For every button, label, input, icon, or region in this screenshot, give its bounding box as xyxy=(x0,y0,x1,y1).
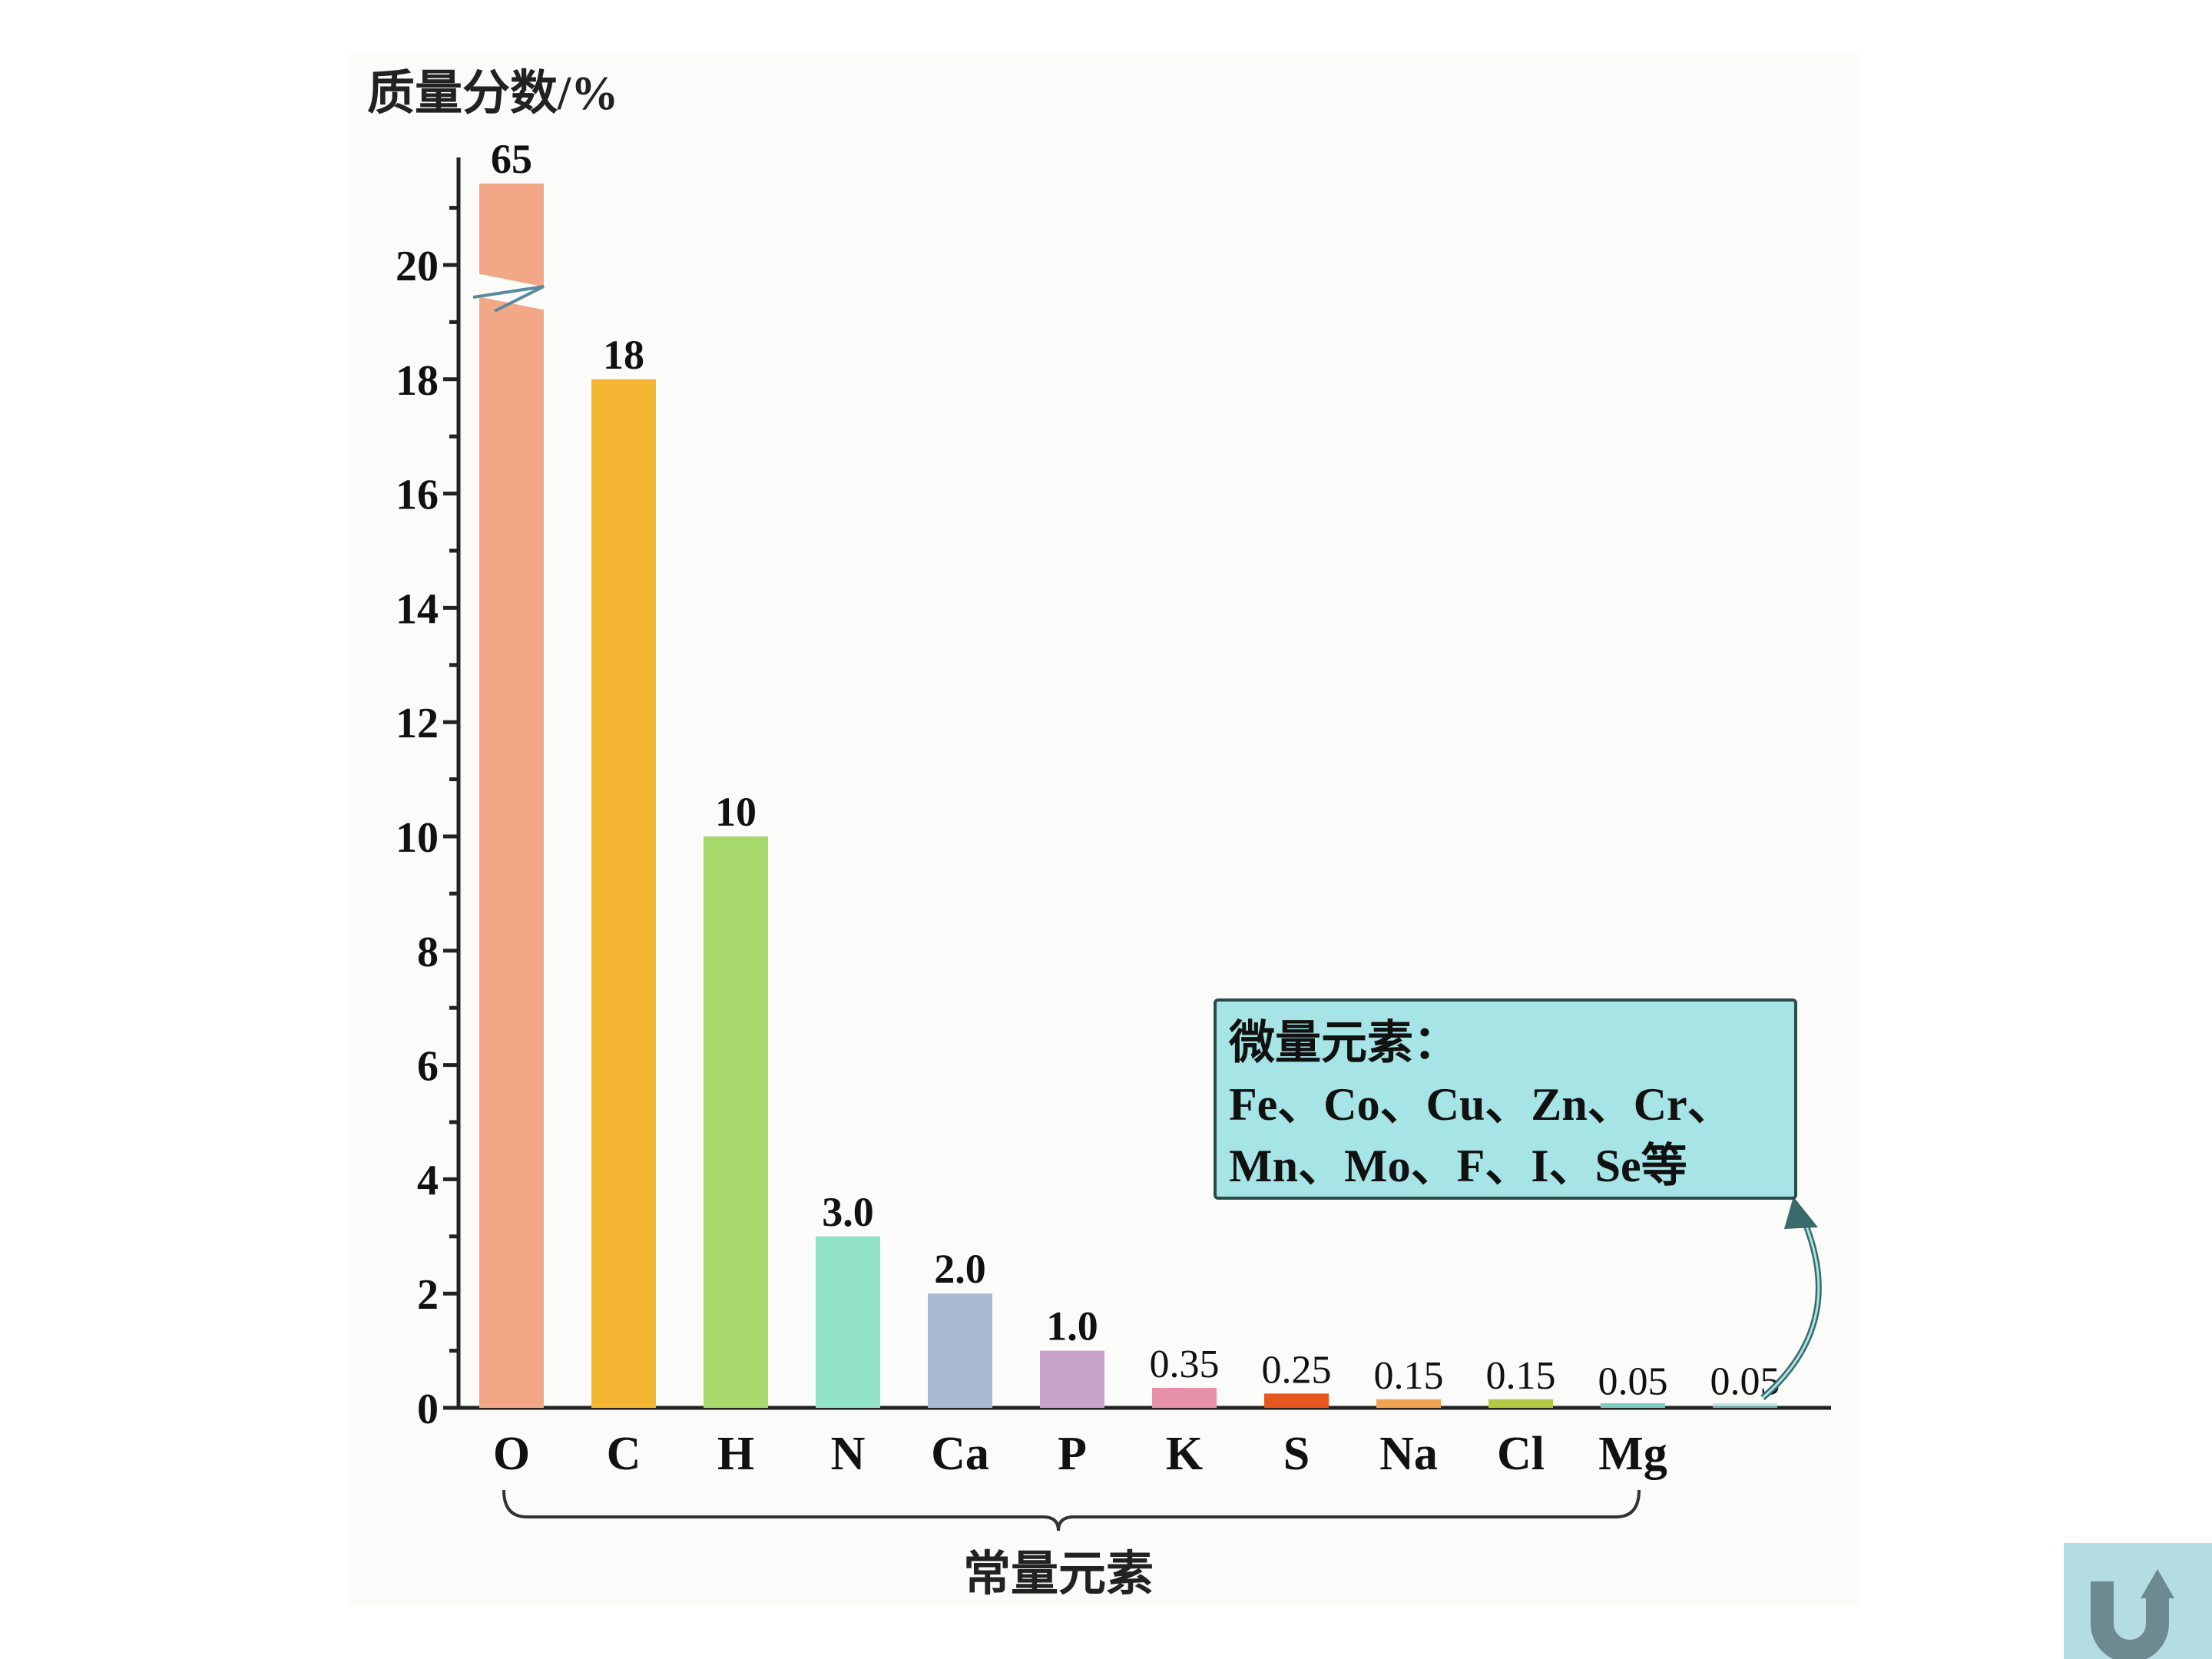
bar xyxy=(704,836,768,1408)
bar-chart: 质量分数/% 常量元素 0 2 4 6 8 10 12 14 16 18 20 65 O 18 C 10 H 3.… xyxy=(367,68,1831,1601)
category-label: K xyxy=(1166,1428,1203,1480)
trace-elements-line1: Fe、Co、Cu、Zn、Cr、 xyxy=(1229,1079,1734,1130)
category-label: Mg xyxy=(1598,1428,1667,1480)
y-tick-label: 6 xyxy=(417,1043,439,1091)
value-label: 65 xyxy=(491,136,532,182)
y-tick-label: 0 xyxy=(417,1386,439,1433)
category-label: H xyxy=(717,1428,754,1480)
value-label: 0.05 xyxy=(1598,1359,1668,1403)
category-label: S xyxy=(1283,1428,1310,1480)
value-label: 0.15 xyxy=(1374,1354,1444,1398)
y-tick-label: 8 xyxy=(417,929,439,976)
category-label: N xyxy=(831,1428,866,1480)
trace-elements-title: 微量元素： xyxy=(1229,1018,1459,1068)
value-label: 0.05 xyxy=(1710,1359,1780,1403)
bar xyxy=(591,379,656,1408)
value-label: 0.35 xyxy=(1150,1343,1220,1386)
y-tick-label: 4 xyxy=(417,1157,439,1204)
bar xyxy=(1264,1393,1329,1408)
bar xyxy=(1376,1399,1441,1408)
arrow-head-icon xyxy=(1784,1197,1818,1229)
category-label: C xyxy=(607,1428,641,1480)
category-label: Na xyxy=(1379,1428,1438,1480)
bar xyxy=(479,184,544,1408)
category-label: Ca xyxy=(931,1428,989,1480)
category-label: Cl xyxy=(1497,1428,1545,1480)
y-tick-label: 20 xyxy=(396,243,439,290)
category-label: O xyxy=(493,1428,530,1480)
chart-figure: 质量分数/% 常量元素 0 2 4 6 8 10 12 14 16 18 20 65 O 18 C 10 H 3.… xyxy=(349,54,1859,1605)
y-tick-label: 10 xyxy=(396,814,439,862)
back-button[interactable] xyxy=(2064,1543,2212,1659)
value-label: 1.0 xyxy=(1046,1303,1098,1349)
y-tick-label: 16 xyxy=(396,472,439,519)
value-label: 10 xyxy=(715,789,757,835)
bar xyxy=(1040,1350,1104,1408)
bar xyxy=(928,1293,992,1408)
y-tick-label: 18 xyxy=(396,357,439,405)
y-tick-label: 14 xyxy=(396,585,439,633)
trace-elements-line2: Mn、Mo、F、I、Se等 xyxy=(1229,1141,1687,1191)
y-tick-label: 2 xyxy=(417,1271,439,1319)
arrow-curve-fill xyxy=(1762,1213,1820,1399)
value-label: 0.25 xyxy=(1262,1348,1332,1392)
value-label: 18 xyxy=(603,332,644,378)
trace-elements-box: 微量元素： Fe、Co、Cu、Zn、Cr、 Mn、Mo、F、I、Se等 xyxy=(1214,998,1797,1200)
value-label: 3.0 xyxy=(822,1189,874,1235)
bar xyxy=(1601,1403,1665,1408)
bar xyxy=(816,1236,880,1408)
axis-break-icon xyxy=(472,285,545,313)
brace xyxy=(502,1489,1641,1532)
bar xyxy=(1152,1387,1217,1408)
u-turn-up-arrow-icon xyxy=(2091,1569,2174,1659)
value-label: 0.15 xyxy=(1486,1354,1556,1398)
value-label: 2.0 xyxy=(934,1246,986,1292)
brace-label: 常量元素 xyxy=(963,1548,1154,1601)
category-label: P xyxy=(1058,1428,1087,1480)
bar xyxy=(1488,1399,1553,1408)
y-tick-label: 12 xyxy=(396,700,439,747)
bar xyxy=(1713,1403,1777,1408)
y-axis-title: 质量分数/% xyxy=(367,68,618,120)
